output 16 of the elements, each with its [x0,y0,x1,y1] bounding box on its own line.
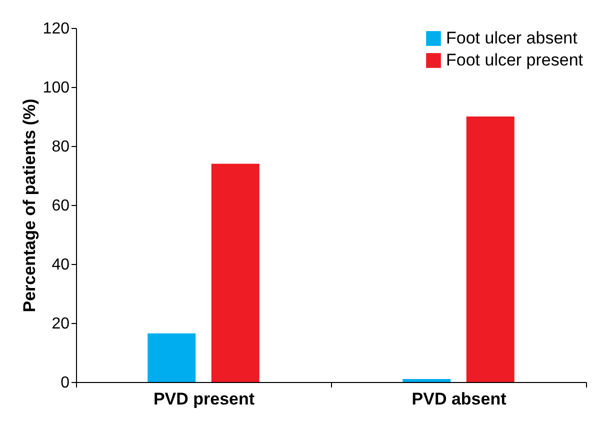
y-tick-label: 60 [52,198,70,214]
bar [466,116,514,382]
bar [211,164,260,382]
y-tick-label: 0 [60,374,70,392]
bar [148,333,196,382]
y-tick-label: 80 [52,138,70,156]
legend-label: Foot ulcer absent [446,28,578,48]
y-tick-label: 120 [42,20,70,38]
x-tick-label: PVD present [153,390,255,408]
bar [402,379,451,382]
y-tick-label: 100 [42,80,70,96]
legend-label: Foot ulcer present [446,50,584,70]
y-tick-label: 40 [52,256,70,274]
x-tick-label: PVD absent [412,390,507,408]
y-axis-title: Percentage of patients (%) [20,98,39,312]
y-tick-label: 20 [52,316,70,332]
